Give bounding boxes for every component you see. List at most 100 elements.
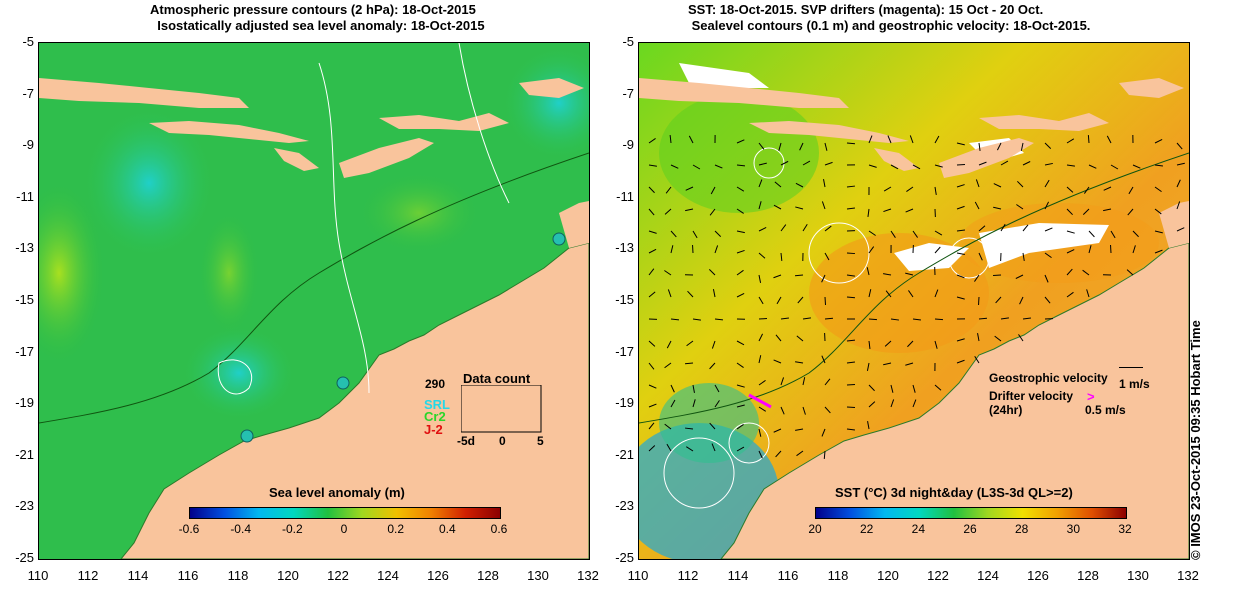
velocity-arrow: [956, 338, 965, 342]
right-y-tick: -21: [615, 446, 634, 462]
right-colorbar: [815, 507, 1127, 519]
left-x-tick: 112: [77, 568, 99, 583]
velocity-arrow: [978, 161, 987, 166]
velocity-arrow: [758, 428, 762, 437]
velocity-arrow: [868, 246, 875, 254]
velocity-arrow: [906, 186, 914, 192]
velocity-arrow: [714, 400, 720, 408]
velocity-arrow: [774, 181, 782, 188]
velocity-arrow: [1000, 223, 1006, 232]
velocity-arrow: [1154, 186, 1162, 193]
velocity-arrow: [977, 333, 980, 342]
velocity-arrow: [780, 317, 789, 320]
velocity-arrow: [796, 450, 804, 457]
velocity-arrow: [758, 355, 762, 364]
velocity-arrow: [1128, 186, 1134, 195]
velocity-arrow: [821, 274, 826, 283]
velocity-arrow: [868, 230, 876, 236]
legend-j2: J-2: [424, 422, 443, 437]
data-count-xtick-5: 5: [537, 434, 544, 448]
drifter-velocity-label: Drifter velocity (24hr): [989, 389, 1074, 417]
velocity-arrow: [708, 268, 716, 276]
velocity-arrow: [956, 184, 965, 188]
velocity-arrow: [868, 164, 877, 168]
geostrophic-velocity-scale: 1 m/s: [1119, 377, 1150, 391]
velocity-arrow: [823, 179, 826, 188]
velocity-arrow: [934, 164, 943, 168]
velocity-arrow: [1019, 296, 1024, 305]
velocity-arrow: [909, 135, 914, 144]
velocity-arrow: [934, 340, 938, 349]
velocity-arrow: [778, 142, 782, 151]
velocity-arrow: [1088, 245, 1092, 254]
velocity-arrow: [824, 406, 831, 414]
velocity-arrow: [666, 443, 672, 452]
velocity-arrow: [648, 422, 655, 430]
velocity-arrow: [1132, 164, 1141, 169]
velocity-arrow: [1126, 269, 1134, 276]
velocity-arrow: [780, 252, 783, 262]
velocity-arrow: [758, 162, 767, 166]
velocity-arrow: [1066, 186, 1074, 193]
left-colorbar-tick: -0.6: [178, 522, 200, 536]
right-colorbar-tick: 20: [808, 522, 822, 536]
velocity-arrow: [648, 208, 655, 216]
left-y-tick: -23: [15, 498, 34, 514]
velocity-arrow: [867, 421, 870, 430]
velocity-arrow: [648, 384, 657, 389]
velocity-arrow: [1022, 252, 1025, 261]
right-colorbar-tick: 26: [963, 522, 977, 536]
velocity-arrow: [714, 384, 720, 393]
velocity-arrow: [1066, 138, 1075, 144]
velocity-arrow: [686, 446, 694, 452]
right-y-tick: -23: [615, 498, 634, 514]
velocity-arrow: [692, 318, 701, 321]
left-x-tick: 126: [427, 568, 449, 583]
velocity-arrow: [736, 404, 745, 408]
left-colorbar-tick: 0.4: [438, 522, 456, 536]
velocity-arrow: [1154, 138, 1163, 144]
data-count-histogram: [461, 385, 542, 433]
velocity-arrow: [797, 296, 804, 304]
velocity-arrow: [736, 340, 745, 346]
left-y-tick: -11: [16, 188, 34, 204]
velocity-arrow: [667, 289, 672, 298]
velocity-arrow: [934, 186, 937, 195]
velocity-arrow: [974, 355, 980, 364]
velocity-arrow: [1088, 230, 1095, 238]
right-colorbar-tick: 24: [911, 522, 925, 536]
velocity-arrow: [780, 377, 785, 386]
velocity-arrow: [1082, 208, 1090, 215]
velocity-arrow: [974, 274, 980, 282]
velocity-arrow: [758, 274, 762, 283]
left-y-tick: -5: [22, 34, 34, 49]
velocity-arrow: [711, 340, 716, 349]
velocity-arrow: [802, 377, 806, 386]
velocity-arrow: [714, 245, 719, 254]
velocity-arrow: [648, 186, 655, 194]
data-count-title: Data count: [463, 371, 531, 386]
velocity-arrow: [905, 362, 914, 366]
velocity-arrow: [868, 289, 872, 298]
velocity-arrow: [975, 179, 980, 188]
velocity-arrow: [978, 317, 988, 320]
left-colorbar-tick: 0.2: [387, 522, 404, 536]
velocity-arrow: [846, 207, 855, 210]
velocity-arrow: [1044, 227, 1053, 232]
velocity-arrow: [773, 204, 782, 210]
sea-level-anomaly-map: 290 Data count SRL Cr2 J-2 -5d 0 5 Sea l…: [38, 42, 590, 560]
velocity-arrow: [1066, 208, 1073, 216]
velocity-arrow: [883, 208, 892, 213]
velocity-arrow: [883, 273, 892, 276]
velocity-arrow: [802, 223, 808, 232]
velocity-arrow: [934, 318, 944, 321]
velocity-arrow: [758, 179, 763, 188]
velocity-arrow: [758, 142, 765, 150]
velocity-arrow: [890, 318, 899, 321]
velocity-arrow: [780, 224, 787, 232]
velocity-arrow: [956, 274, 965, 279]
left-x-tick: 124: [377, 568, 399, 583]
velocity-arrow: [648, 268, 655, 276]
right-colorbar-tick: 30: [1066, 522, 1080, 536]
velocity-arrow: [1154, 164, 1164, 167]
